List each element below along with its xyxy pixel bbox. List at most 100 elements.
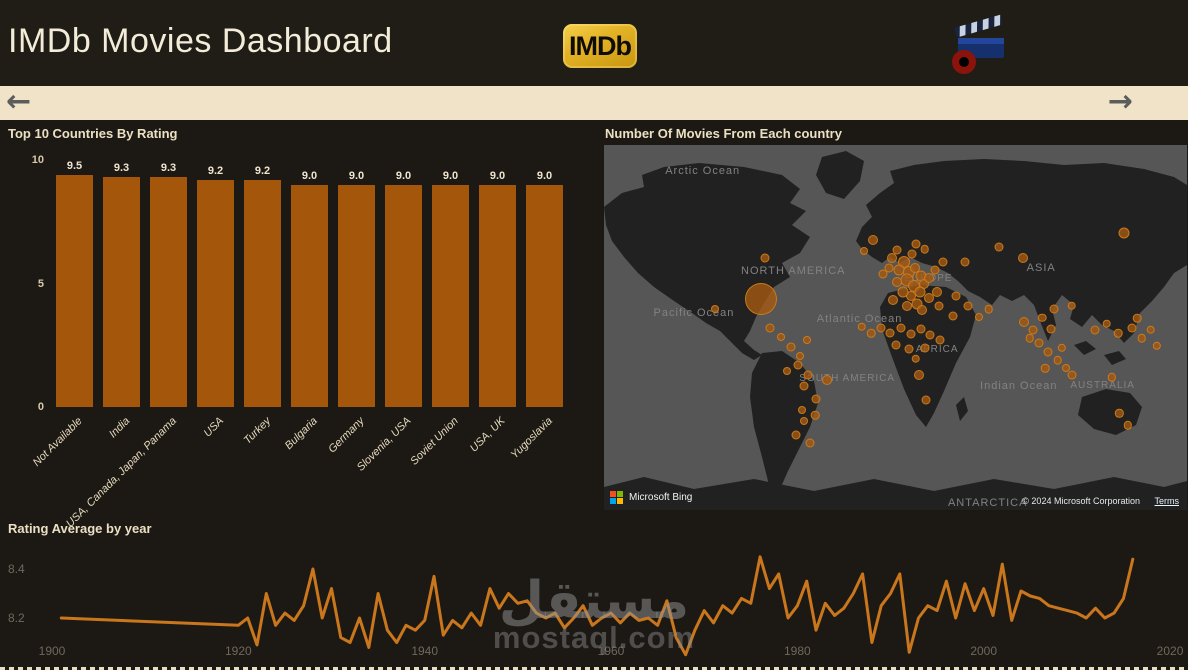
- map-bubble[interactable]: [776, 332, 785, 341]
- map-bubble[interactable]: [1152, 341, 1161, 350]
- bar[interactable]: [150, 177, 187, 407]
- map-bubble[interactable]: [786, 342, 796, 352]
- map-bubble[interactable]: [822, 375, 833, 386]
- map-bubble[interactable]: [906, 329, 916, 339]
- map-bubble[interactable]: [904, 344, 914, 354]
- map-bubble[interactable]: [744, 283, 777, 316]
- map-bubble[interactable]: [935, 335, 945, 345]
- map-bubble[interactable]: [1123, 421, 1132, 430]
- map-bubble[interactable]: [931, 287, 942, 298]
- map-bubble[interactable]: [810, 410, 820, 420]
- map-bubble[interactable]: [1127, 323, 1137, 332]
- map-bubble[interactable]: [974, 312, 983, 321]
- map-bubble[interactable]: [803, 370, 813, 380]
- map-bubble[interactable]: [920, 343, 930, 353]
- map-bubble[interactable]: [994, 242, 1004, 252]
- map-bubble[interactable]: [1133, 314, 1142, 323]
- map-bubble[interactable]: [793, 360, 803, 370]
- map-bubble[interactable]: [1107, 372, 1116, 382]
- bar[interactable]: [526, 184, 563, 407]
- map-bubble[interactable]: [1067, 370, 1077, 380]
- map-bubble[interactable]: [907, 249, 917, 259]
- map-bubble[interactable]: [1018, 317, 1029, 328]
- map-bubble[interactable]: [1046, 324, 1056, 334]
- map-bubble[interactable]: [911, 354, 921, 363]
- map-bubble[interactable]: [876, 323, 886, 332]
- map-bubble[interactable]: [1034, 338, 1044, 348]
- map-bubble[interactable]: [878, 269, 888, 279]
- map-bubble[interactable]: [888, 295, 899, 306]
- map-bubble[interactable]: [951, 291, 961, 301]
- map-bubble[interactable]: [885, 328, 895, 338]
- terms-link[interactable]: Terms: [1154, 496, 1180, 506]
- map-bubble[interactable]: [802, 335, 811, 344]
- bar[interactable]: [291, 184, 328, 407]
- map-bubble[interactable]: [1067, 301, 1076, 310]
- map-bubble[interactable]: [914, 369, 925, 380]
- map-bubble[interactable]: [884, 263, 894, 273]
- map-bubble[interactable]: [1025, 334, 1034, 343]
- bar[interactable]: [479, 184, 516, 407]
- bar[interactable]: [385, 184, 422, 407]
- map-bubble[interactable]: [911, 298, 923, 310]
- map-bubble[interactable]: [866, 328, 876, 338]
- map-bubble[interactable]: [1146, 325, 1156, 334]
- map-bubble[interactable]: [1018, 253, 1029, 264]
- map-bubble[interactable]: [1062, 364, 1071, 373]
- map-bubble[interactable]: [799, 416, 808, 425]
- map-bubble[interactable]: [1028, 325, 1038, 335]
- map-bubble[interactable]: [897, 286, 909, 298]
- map-bubble[interactable]: [1137, 334, 1146, 343]
- map-bubble[interactable]: [920, 244, 929, 254]
- map-bubble[interactable]: [891, 276, 902, 287]
- map-bubble[interactable]: [911, 239, 921, 249]
- map-bubble[interactable]: [917, 304, 928, 315]
- map-bubble[interactable]: [938, 257, 948, 267]
- map-bubble[interactable]: [1049, 304, 1059, 314]
- bar[interactable]: [338, 184, 375, 407]
- map-bubble[interactable]: [930, 265, 940, 275]
- map-bubble[interactable]: [891, 340, 900, 350]
- back-arrow-icon[interactable]: ←: [6, 84, 32, 119]
- map-bubble[interactable]: [924, 272, 935, 283]
- map-bubble[interactable]: [921, 395, 931, 405]
- map-bubble[interactable]: [1118, 227, 1130, 239]
- map-bubble[interactable]: [1038, 313, 1047, 322]
- map-bubble[interactable]: [805, 438, 815, 448]
- map-bubble[interactable]: [984, 304, 994, 314]
- map-bubble[interactable]: [1043, 347, 1053, 357]
- map-bubble[interactable]: [887, 253, 897, 264]
- map-bubble[interactable]: [799, 381, 809, 391]
- map-bubble[interactable]: [924, 292, 935, 303]
- map-bubble[interactable]: [710, 305, 719, 314]
- map-bubble[interactable]: [797, 405, 806, 414]
- map-bubble[interactable]: [916, 324, 926, 334]
- bing-logo[interactable]: Microsoft Bing: [610, 491, 692, 504]
- forward-arrow-icon[interactable]: →: [1107, 84, 1133, 119]
- map-bubble[interactable]: [760, 253, 770, 263]
- map-bubble[interactable]: [857, 322, 866, 332]
- map-bubble[interactable]: [795, 352, 804, 361]
- map-bubble[interactable]: [896, 323, 906, 333]
- map-bubble[interactable]: [963, 301, 973, 311]
- map-bubble[interactable]: [1053, 356, 1062, 365]
- map-bubble[interactable]: [909, 263, 920, 273]
- bar[interactable]: [56, 175, 93, 407]
- map-canvas[interactable]: Arctic Ocean NORTH AMERICA Pacific Ocean At…: [604, 145, 1187, 510]
- map-bubble[interactable]: [1115, 409, 1124, 418]
- map-bubble[interactable]: [1113, 329, 1123, 338]
- map-bubble[interactable]: [934, 301, 944, 311]
- bar[interactable]: [244, 179, 281, 407]
- bar[interactable]: [103, 177, 140, 407]
- line-plot[interactable]: [0, 540, 1188, 660]
- map-bubble[interactable]: [868, 234, 879, 245]
- map-bubble[interactable]: [892, 245, 902, 255]
- map-bubble[interactable]: [925, 330, 935, 340]
- map-bubble[interactable]: [1057, 343, 1066, 352]
- map-bubble[interactable]: [860, 246, 869, 255]
- map-bubble[interactable]: [1041, 364, 1050, 373]
- map-bubble[interactable]: [1090, 325, 1100, 335]
- map-bubble[interactable]: [1102, 319, 1111, 329]
- map-bubble[interactable]: [948, 311, 958, 321]
- map-bubble[interactable]: [791, 430, 801, 440]
